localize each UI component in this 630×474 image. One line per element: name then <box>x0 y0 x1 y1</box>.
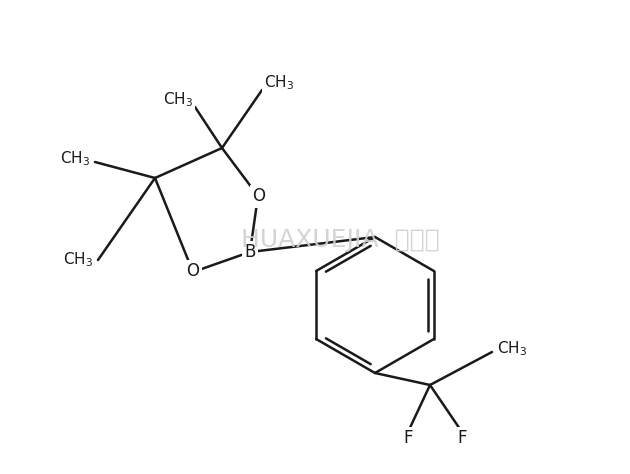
Text: CH$_3$: CH$_3$ <box>63 251 93 269</box>
Text: CH$_3$: CH$_3$ <box>163 91 193 109</box>
Text: HUAXUEJIA  化学加: HUAXUEJIA 化学加 <box>241 228 439 252</box>
Text: F: F <box>457 429 467 447</box>
Text: F: F <box>403 429 413 447</box>
Text: O: O <box>186 262 200 280</box>
Text: CH$_3$: CH$_3$ <box>497 340 527 358</box>
Text: O: O <box>253 187 265 205</box>
Text: CH$_3$: CH$_3$ <box>264 73 294 92</box>
Text: B: B <box>244 243 256 261</box>
Text: CH$_3$: CH$_3$ <box>60 150 90 168</box>
